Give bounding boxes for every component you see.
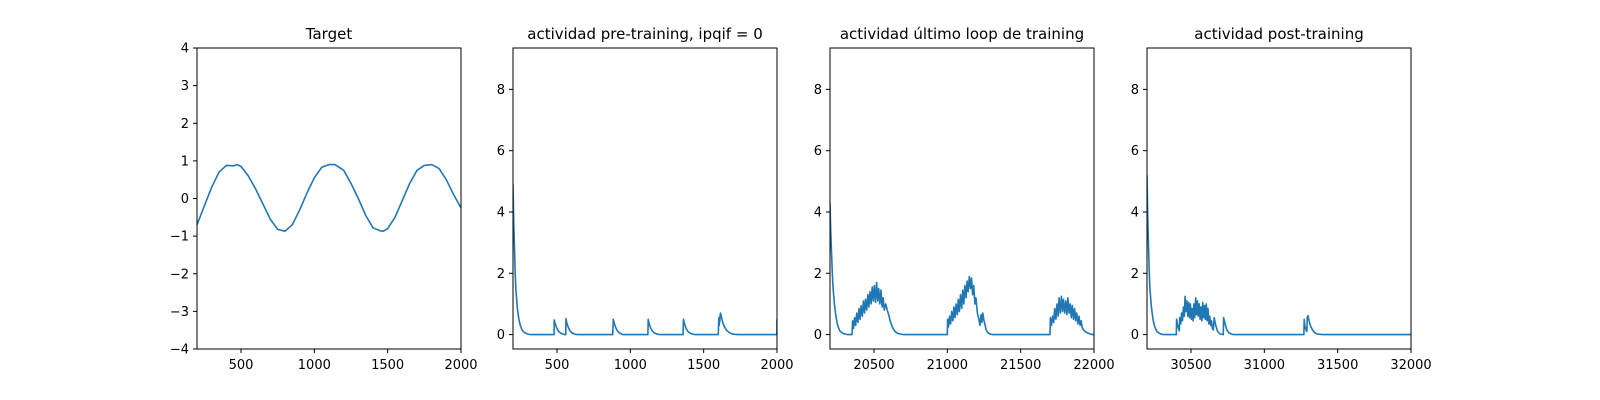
y-tick-label: 4 [497, 205, 505, 220]
y-tick-label: 6 [497, 144, 505, 159]
axes-frame [1146, 47, 1412, 350]
subplot-title: Target [305, 25, 353, 43]
x-tick-label: 31000 [1244, 358, 1285, 373]
x-tick-label: 21500 [1000, 358, 1041, 373]
x-tick-label: 1500 [687, 358, 720, 373]
y-tick-label: 8 [814, 83, 822, 98]
y-tick-label: 2 [181, 117, 189, 132]
y-tick-label: 0 [1131, 328, 1139, 343]
x-tick-label: 1500 [371, 358, 404, 373]
x-tick-label: 32000 [1390, 358, 1431, 373]
subplot-target: Target 500 1000 1500 2000 −4 −3 −2 −1 0 1 2 3 4 [170, 25, 478, 373]
x-tick-label: 30500 [1170, 358, 1211, 373]
axes-frame [512, 47, 778, 350]
x-tick-label: 500 [545, 358, 570, 373]
x-tick-label: 22000 [1073, 358, 1114, 373]
y-tick-label: 4 [181, 42, 189, 57]
y-tick-label: −2 [170, 267, 189, 282]
x-tick-label: 2000 [760, 358, 793, 373]
y-tick-label: −3 [170, 305, 189, 320]
y-tick-label: 4 [814, 205, 822, 220]
subplot-last-training-loop: actividad último loop de training 20500 2… [814, 25, 1115, 373]
y-tick-label: 8 [1131, 83, 1139, 98]
subplot-title: actividad pre-training, ipqif = 0 [527, 25, 763, 43]
y-tick-label: 8 [497, 83, 505, 98]
x-tick-label: 31500 [1317, 358, 1358, 373]
y-tick-label: 2 [1131, 267, 1139, 282]
series-line [1147, 175, 1411, 336]
subplot-title: actividad último loop de training [840, 25, 1084, 43]
y-tick-label: 2 [814, 267, 822, 282]
y-tick-label: 0 [497, 328, 505, 343]
x-tick-label: 1000 [298, 358, 331, 373]
y-tick-label: 0 [814, 328, 822, 343]
series-line [830, 202, 1094, 336]
subplot-post-training: actividad post-training 30500 31000 31500 3… [1131, 25, 1432, 373]
axes-frame [196, 47, 462, 350]
x-tick-label: 21000 [927, 358, 968, 373]
y-tick-label: 6 [1131, 144, 1139, 159]
y-tick-label: −1 [170, 230, 189, 245]
series-line [197, 163, 461, 232]
x-tick-label: 500 [229, 358, 254, 373]
series-line [513, 184, 777, 336]
y-tick-label: 2 [497, 267, 505, 282]
axes-frame [829, 47, 1095, 350]
y-tick-label: 4 [1131, 205, 1139, 220]
x-tick-label: 1000 [614, 358, 647, 373]
y-tick-label: 6 [814, 144, 822, 159]
y-tick-label: 3 [181, 79, 189, 94]
subplot-title: actividad post-training [1194, 25, 1363, 43]
y-tick-label: 0 [181, 192, 189, 207]
y-tick-label: −4 [170, 343, 189, 358]
subplot-pre-training: actividad pre-training, ipqif = 0 500 100… [497, 25, 794, 373]
x-tick-label: 20500 [853, 358, 894, 373]
y-tick-label: 1 [181, 154, 189, 169]
x-tick-label: 2000 [444, 358, 477, 373]
